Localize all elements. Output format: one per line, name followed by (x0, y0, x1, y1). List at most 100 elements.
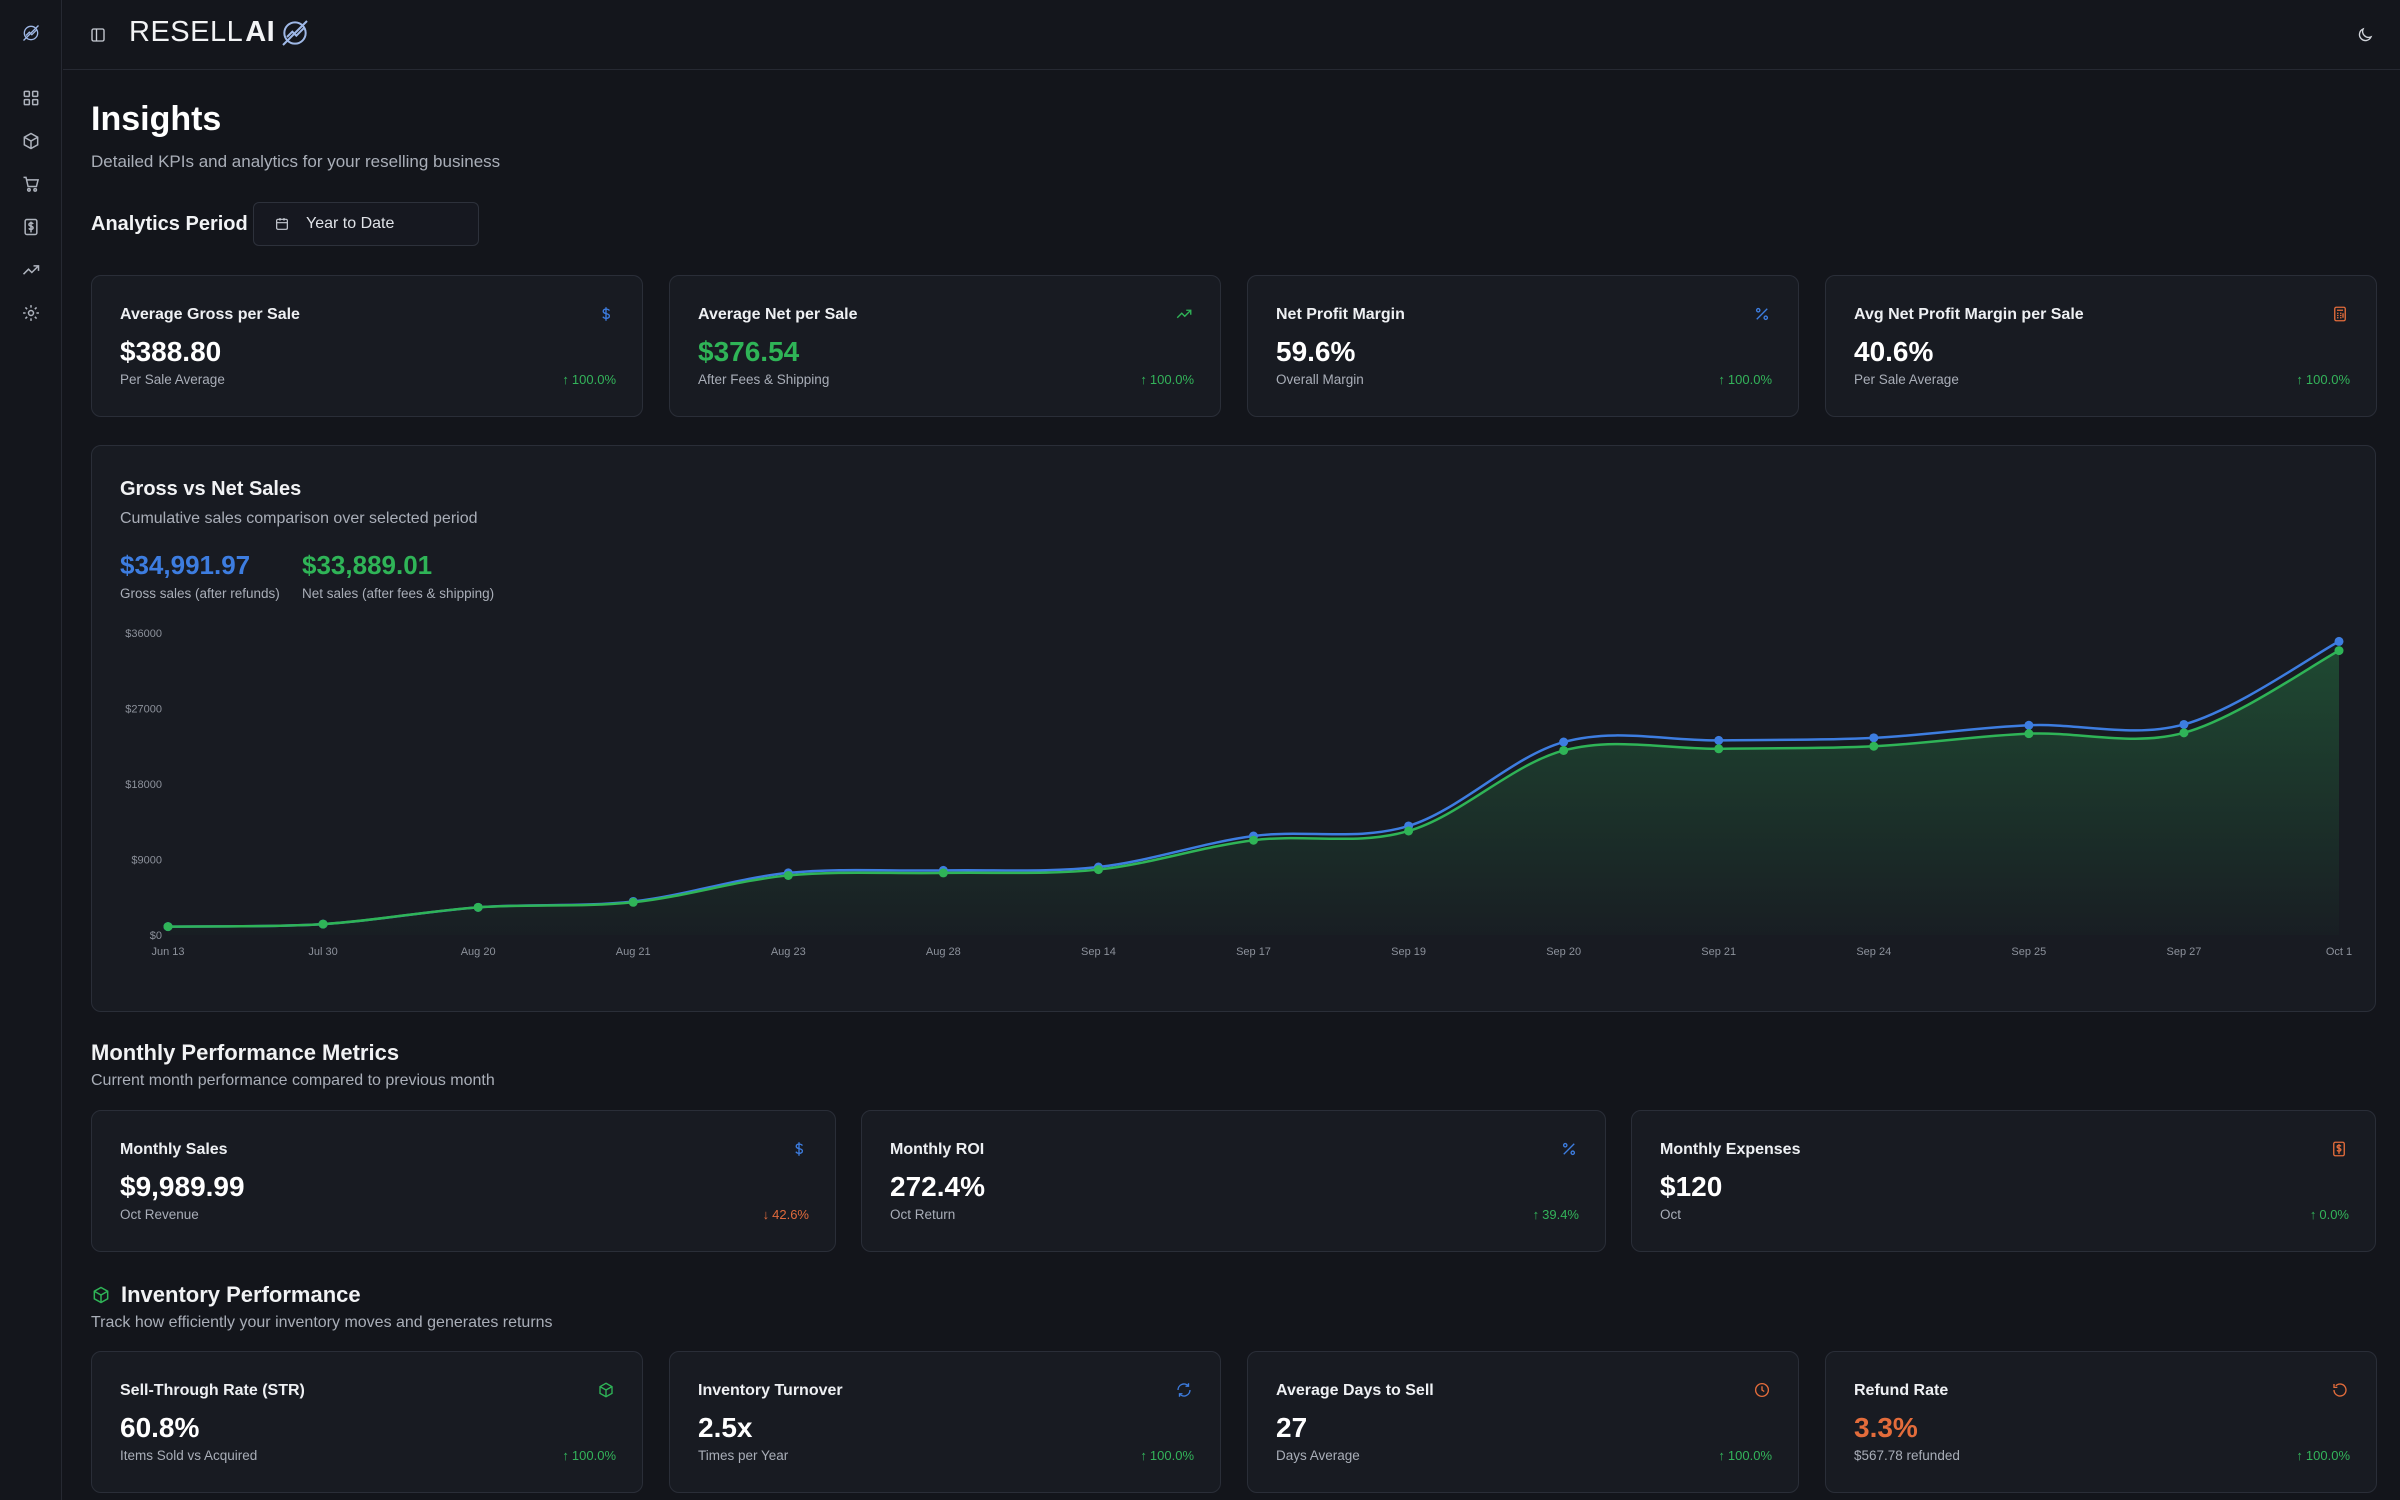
net-data-point[interactable] (2179, 728, 2189, 738)
x-tick-label: Aug 21 (616, 946, 651, 958)
kpi-title: Net Profit Margin (1276, 306, 1405, 323)
kpi-value: 27 (1276, 1412, 1308, 1443)
gross-data-point[interactable] (1559, 737, 1569, 747)
net-data-point[interactable] (318, 919, 328, 929)
inventory-section-subtitle: Track how efficiently your inventory mov… (91, 1314, 553, 1331)
net-data-point[interactable] (163, 922, 173, 932)
gross-data-point[interactable] (2334, 636, 2344, 646)
kpi-trend-value: 100.0% (1149, 372, 1194, 387)
net-data-point[interactable] (1093, 865, 1103, 875)
kpi-trend: ↑ 100.0% (1140, 372, 1194, 387)
kpi-trend: ↑ 0.0% (2310, 1207, 2349, 1222)
percent-icon (1752, 304, 1772, 324)
kpi-title: Sell-Through Rate (STR) (120, 1382, 305, 1399)
kpi-trend: ↑ 39.4% (1533, 1207, 1579, 1222)
kpi-card-monthly-expenses: Monthly Expenses $120 Oct ↑ 0.0% (1631, 1110, 2376, 1252)
gear-icon (23, 305, 39, 321)
sidebar-item-settings[interactable] (14, 296, 48, 330)
sidebar-toggle-button[interactable] (85, 22, 111, 48)
kpi-trend: ↑ 100.0% (1140, 1448, 1194, 1463)
net-data-point[interactable] (1249, 835, 1258, 845)
monthly-title-text: Monthly Performance Metrics (91, 1040, 400, 1065)
net-data-point[interactable] (1404, 826, 1414, 836)
x-tick-label: Aug 28 (926, 946, 961, 958)
gross-vs-net-chart-card: Gross vs Net Sales Cumulative sales comp… (91, 445, 2376, 1012)
net-data-point[interactable] (783, 870, 793, 880)
brand-name-regular: RESELL (129, 16, 244, 48)
x-tick-label: Sep 20 (1546, 946, 1581, 958)
arrow-up-icon: ↑ (2309, 1207, 2317, 1222)
box-icon (23, 132, 39, 150)
theme-toggle-button[interactable] (2352, 22, 2378, 48)
net-data-point[interactable] (473, 902, 483, 912)
app-logo-icon[interactable] (14, 16, 48, 50)
kpi-trend-value: 42.6% (772, 1207, 809, 1222)
refresh-icon (1174, 1380, 1194, 1400)
y-tick-label: $0 (150, 930, 162, 942)
kpi-caption: Oct Revenue (120, 1207, 199, 1222)
sidebar-item-sales[interactable] (14, 167, 48, 201)
arrow-up-icon: ↑ (1718, 372, 1725, 387)
net-data-point[interactable] (1714, 744, 1724, 754)
kpi-trend: ↑ 100.0% (562, 1448, 616, 1463)
sidebar-item-inventory[interactable] (14, 124, 48, 158)
net-data-point[interactable] (1559, 745, 1569, 755)
trending-up-icon (22, 265, 40, 275)
grid-icon (23, 90, 39, 106)
inventory-title-text: Inventory Performance (121, 1282, 361, 1307)
monthly-section-title: Monthly Performance Metrics (91, 1040, 399, 1066)
arrow-down-icon: ↓ (762, 1207, 770, 1222)
brand-logo[interactable]: RESELL AI (129, 16, 311, 49)
analytics-period-select[interactable]: Year to Date (253, 202, 479, 246)
x-tick-label: Oct 1 (2326, 946, 2352, 958)
net-area-fill (168, 650, 2339, 935)
kpi-value: 40.6% (1854, 336, 1934, 367)
cart-icon (23, 176, 40, 192)
kpi-card-average-days-to-sell: Average Days to Sell 27 Days Average ↑ 1… (1247, 1351, 1799, 1493)
net-total: $33,889.01 (302, 550, 433, 580)
net-data-point[interactable] (1869, 741, 1879, 751)
kpi-caption: Items Sold vs Acquired (120, 1448, 258, 1463)
sidebar-item-dashboard[interactable] (14, 81, 48, 115)
monthly-section-subtitle: Current month performance compared to pr… (91, 1072, 495, 1089)
calculator-icon (2330, 304, 2350, 324)
kpi-card-sell-through-rate-str: Sell-Through Rate (STR) 60.8% Items Sold… (91, 1351, 643, 1493)
net-data-point[interactable] (938, 868, 948, 878)
kpi-trend-value: 100.0% (1727, 1448, 1772, 1463)
kpi-value: 60.8% (120, 1412, 200, 1443)
kpi-trend-value: 0.0% (2319, 1207, 2349, 1222)
kpi-caption: Per Sale Average (1854, 372, 1959, 387)
kpi-caption: $567.78 refunded (1854, 1448, 1960, 1463)
kpi-caption: After Fees & Shipping (698, 372, 830, 387)
kpi-trend: ↑ 100.0% (1718, 1448, 1772, 1463)
net-data-point[interactable] (628, 897, 638, 907)
x-tick-label: Aug 20 (461, 946, 496, 958)
box-icon (93, 1286, 109, 1304)
net-data-point[interactable] (2334, 646, 2344, 656)
net-caption: Net sales (after fees & shipping) (302, 586, 495, 601)
kpi-title: Inventory Turnover (698, 1382, 843, 1399)
gross-caption: Gross sales (after refunds) (120, 586, 280, 601)
analytics-period-value: Year to Date (306, 215, 395, 232)
kpi-caption: Overall Margin (1276, 372, 1364, 387)
clock-icon (1752, 1380, 1772, 1400)
kpi-title: Avg Net Profit Margin per Sale (1854, 306, 2084, 323)
gross-data-point[interactable] (1869, 733, 1879, 743)
sidebar-item-insights[interactable] (14, 253, 48, 287)
analytics-period-label: Analytics Period (91, 213, 248, 235)
kpi-card-inventory-turnover: Inventory Turnover 2.5x Times per Year ↑… (669, 1351, 1221, 1493)
gross-data-point[interactable] (1714, 735, 1724, 745)
kpi-card-refund-rate: Refund Rate 3.3% $567.78 refunded ↑ 100.… (1825, 1351, 2377, 1493)
gross-data-point[interactable] (2024, 720, 2034, 730)
x-tick-label: Jun 13 (151, 946, 184, 958)
kpi-trend: ↑ 100.0% (2296, 1448, 2350, 1463)
kpi-title: Monthly Expenses (1660, 1141, 1801, 1158)
gross-data-point[interactable] (2179, 719, 2189, 729)
kpi-title: Monthly Sales (120, 1141, 228, 1158)
net-data-point[interactable] (2024, 729, 2034, 739)
sidebar-item-expenses[interactable] (14, 210, 48, 244)
kpi-caption: Oct Return (890, 1207, 956, 1222)
kpi-trend: ↑ 100.0% (1718, 372, 1772, 387)
dollar-receipt-icon (2329, 1139, 2349, 1159)
kpi-trend-value: 100.0% (1149, 1448, 1194, 1463)
